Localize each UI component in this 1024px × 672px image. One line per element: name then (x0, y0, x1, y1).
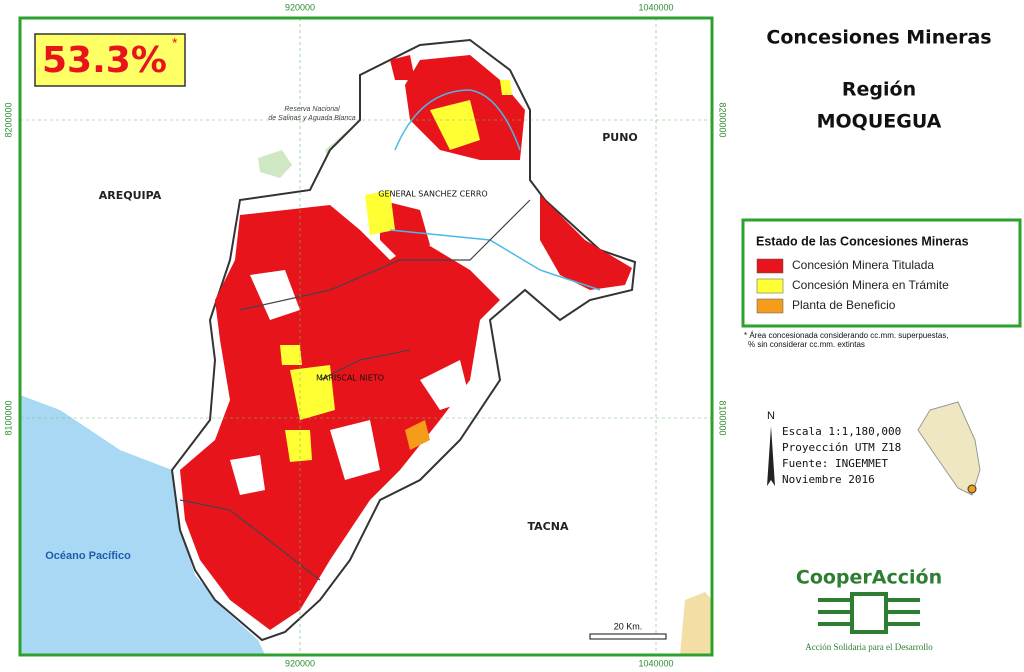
legend-label: Concesión Minera Titulada (792, 258, 934, 272)
legend (741, 218, 1022, 328)
north-label: N (767, 410, 775, 422)
reserve-label: Reserva Nacional (284, 106, 340, 113)
logo-text: CooperAcción (796, 567, 942, 589)
logo-tagline: Acción Solidaria para el Desarrollo (805, 642, 933, 652)
coordinate-label: 920000 (285, 658, 315, 668)
place-label: TACNA (528, 520, 569, 533)
footnote: % sin considerar cc.mm. extintas (748, 340, 865, 349)
locator-map (917, 401, 981, 496)
info-line: Noviembre 2016 (782, 473, 875, 486)
neighbour-land (680, 592, 712, 655)
logo-mark (818, 592, 920, 634)
title: Concesiones Mineras (766, 27, 991, 49)
grid (20, 18, 712, 655)
coordinate-label: 1040000 (638, 2, 673, 12)
legend-swatch (756, 258, 784, 274)
legend-title: Estado de las Concesiones Mineras (756, 234, 969, 248)
coordinate-label: 8100000 (3, 400, 13, 435)
footnote: * Área concesionada considerando cc.mm. … (744, 331, 949, 340)
reserve-area (258, 150, 292, 178)
percentage-note-mark: * (172, 35, 178, 51)
north-arrow (767, 426, 775, 486)
legend-swatch (756, 298, 784, 314)
legend-label: Concesión Minera en Trámite (792, 278, 949, 292)
locator-marker (967, 484, 977, 494)
scale-bar (589, 633, 667, 640)
coordinate-label: 8100000 (718, 400, 728, 435)
coordinate-label: 1040000 (638, 658, 673, 668)
place-label: AREQUIPA (99, 189, 162, 202)
processing-plant (405, 420, 430, 450)
subtitle: MOQUEGUA (817, 111, 942, 133)
coordinate-label: 8200000 (718, 102, 728, 137)
ocean (20, 395, 265, 655)
province-label: GENERAL SANCHEZ CERRO (378, 190, 487, 199)
percentage-box (34, 33, 186, 87)
legend-label: Planta de Beneficio (792, 298, 896, 312)
info-line: Escala 1:1,180,000 (782, 425, 901, 438)
info-line: Fuente: INGEMMET (782, 457, 888, 470)
map-frame (18, 16, 714, 657)
unclaimed-gaps (230, 270, 470, 495)
reserve-label: de Salinas y Aguada Blanca (268, 115, 355, 122)
percentage: 53.3% (42, 40, 167, 81)
province-label: MARISCAL NIETO (316, 374, 384, 383)
ocean-label: Océano Pacífico (45, 550, 131, 562)
legend-swatch (756, 278, 784, 294)
coordinate-label: 920000 (285, 2, 315, 12)
place-label: PUNO (602, 131, 638, 144)
info-line: Proyección UTM Z18 (782, 441, 901, 454)
scale-bar-label: 20 Km. (614, 621, 643, 631)
subtitle: Región (842, 79, 916, 101)
coordinate-label: 8200000 (3, 102, 13, 137)
